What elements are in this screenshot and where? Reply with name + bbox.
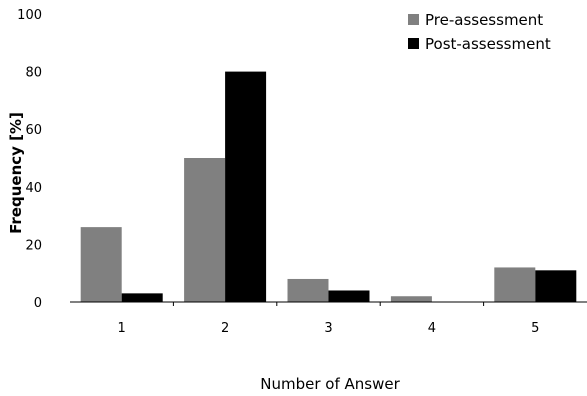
y-tick-label: 60 [25, 123, 42, 138]
x-tick-label: 5 [531, 321, 539, 336]
legend-label: Pre-assessment [425, 11, 543, 29]
x-axis-title: Number of Answer [260, 375, 400, 393]
y-tick-label: 100 [17, 8, 42, 23]
bar-post-assessment-1 [121, 293, 163, 302]
x-tick-label: 1 [118, 321, 126, 336]
legend-swatch [408, 38, 419, 49]
x-tick-label: 4 [428, 321, 436, 336]
bar-pre-assessment-1 [80, 227, 122, 302]
y-axis-ticks: 0 20 40 60 80 100 [17, 8, 42, 311]
bar-pre-assessment-5 [494, 267, 536, 302]
x-tick-label: 2 [221, 321, 229, 336]
x-axis-ticks: 1 2 3 4 5 [118, 302, 539, 336]
y-tick-label: 80 [25, 66, 42, 81]
y-axis-title: Frequency [%] [7, 112, 25, 234]
y-tick-label: 20 [25, 238, 42, 253]
bar-post-assessment-5 [535, 270, 577, 302]
bar-pre-assessment-2 [184, 158, 226, 302]
bar-pre-assessment-4 [390, 296, 432, 302]
y-tick-label: 0 [34, 296, 42, 311]
x-tick-label: 3 [324, 321, 332, 336]
bar-pre-assessment-3 [287, 278, 329, 302]
bar-post-assessment-2 [225, 71, 267, 302]
bar-post-assessment-3 [328, 290, 370, 302]
legend-label: Post-assessment [425, 35, 551, 53]
legend: Pre-assessment Post-assessment [408, 11, 551, 53]
legend-swatch [408, 14, 419, 25]
bars [80, 71, 577, 302]
y-tick-label: 40 [25, 181, 42, 196]
